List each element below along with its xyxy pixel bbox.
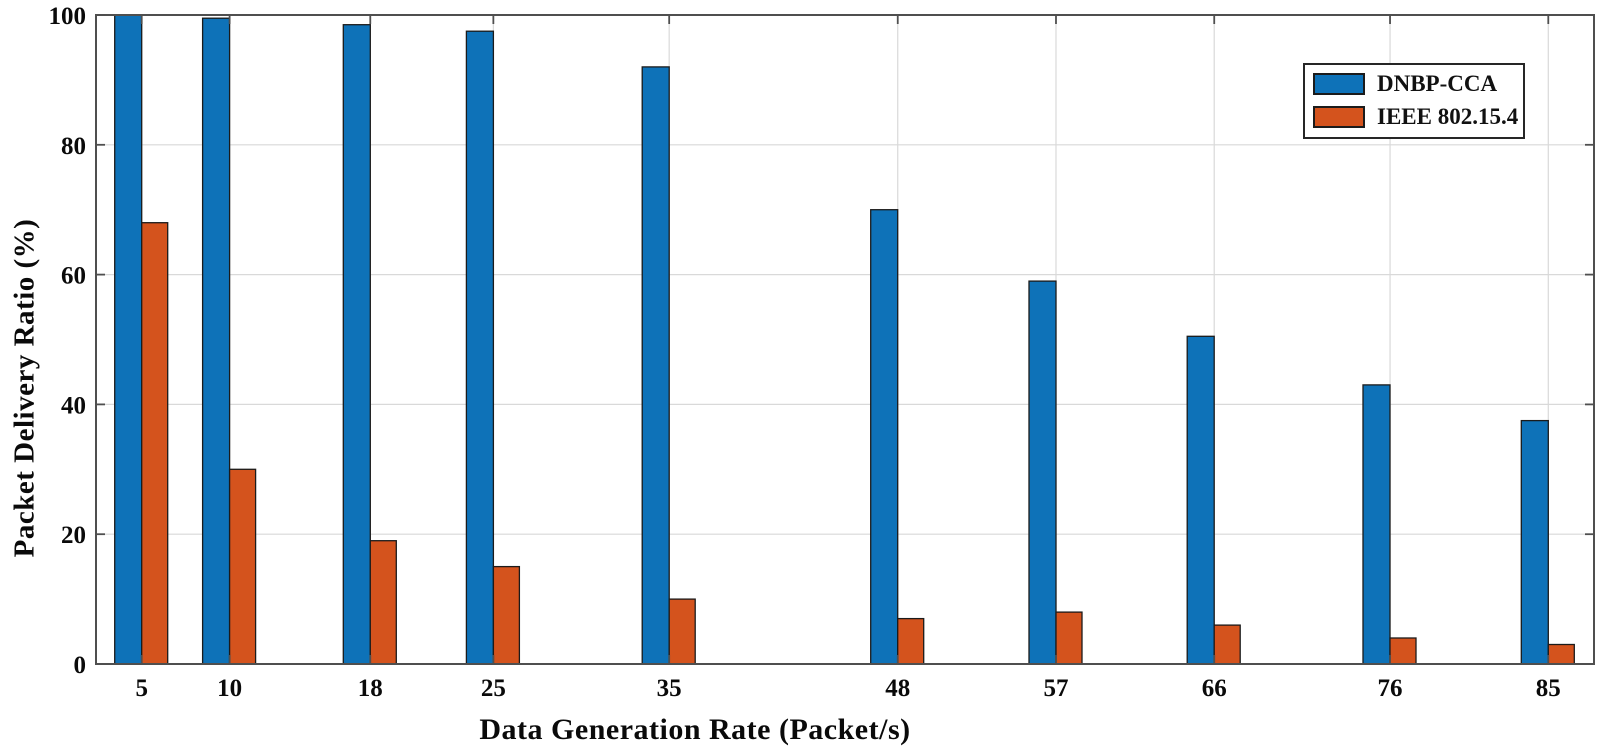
x-tick-label: 48 bbox=[885, 675, 910, 702]
bar-dnbp-cca-76 bbox=[1362, 384, 1391, 665]
bar-ieee-802-15-4-85 bbox=[1547, 643, 1575, 665]
x-tick-label: 10 bbox=[217, 675, 242, 702]
x-tick-label: 85 bbox=[1536, 675, 1561, 702]
x-tick-label: 25 bbox=[481, 675, 506, 702]
y-tick-label: 40 bbox=[61, 392, 86, 419]
bar-dnbp-cca-10 bbox=[201, 17, 231, 665]
legend-item-ieee-802-15-4: IEEE 802.15.4 bbox=[1313, 104, 1519, 130]
plot-frame bbox=[95, 14, 1595, 665]
y-tick-label: 100 bbox=[49, 3, 87, 30]
legend: DNBP-CCA IEEE 802.15.4 bbox=[1303, 63, 1525, 139]
x-tick-label: 66 bbox=[1202, 675, 1227, 702]
x-tick-label: 5 bbox=[135, 675, 148, 702]
bar-dnbp-cca-57 bbox=[1028, 280, 1057, 665]
legend-swatch-ieee-802-15-4-icon bbox=[1313, 106, 1365, 128]
bar-dnbp-cca-25 bbox=[465, 30, 495, 665]
y-tick-label: 0 bbox=[74, 652, 87, 679]
bar-ieee-802-15-4-18 bbox=[369, 540, 397, 665]
bar-dnbp-cca-18 bbox=[342, 24, 371, 665]
bar-ieee-802-15-4-10 bbox=[228, 468, 257, 665]
bar-dnbp-cca-5 bbox=[114, 14, 143, 665]
bar-dnbp-cca-85 bbox=[1520, 419, 1549, 665]
x-axis-label: Data Generation Rate (Packet/s) bbox=[479, 713, 911, 746]
y-tick-label: 80 bbox=[61, 133, 86, 160]
bar-ieee-802-15-4-57 bbox=[1055, 611, 1083, 665]
legend-label-ieee-802-15-4: IEEE 802.15.4 bbox=[1377, 104, 1519, 129]
bar-dnbp-cca-66 bbox=[1186, 335, 1215, 665]
x-tick-label: 57 bbox=[1043, 675, 1068, 702]
legend-label-dnbp-cca: DNBP-CCA bbox=[1377, 71, 1498, 96]
x-tick-label: 35 bbox=[657, 675, 682, 702]
bar-ieee-802-15-4-25 bbox=[492, 565, 521, 665]
bar-dnbp-cca-48 bbox=[870, 209, 899, 665]
bar-ieee-802-15-4-35 bbox=[668, 598, 696, 665]
bar-dnbp-cca-35 bbox=[641, 66, 670, 665]
bar-ieee-802-15-4-48 bbox=[897, 617, 925, 665]
bar-ieee-802-15-4-5 bbox=[141, 222, 169, 665]
bar-ieee-802-15-4-76 bbox=[1389, 637, 1417, 665]
y-tick-label: 20 bbox=[61, 522, 86, 549]
x-tick-label: 18 bbox=[358, 675, 383, 702]
y-tick-label: 60 bbox=[61, 263, 86, 290]
legend-item-dnbp-cca: DNBP-CCA bbox=[1313, 71, 1515, 97]
bar-ieee-802-15-4-66 bbox=[1213, 624, 1241, 665]
x-tick-label: 76 bbox=[1378, 675, 1403, 702]
y-axis-label: Packet Delivery Ratio (%) bbox=[8, 218, 41, 558]
legend-swatch-dnbp-cca-icon bbox=[1313, 73, 1365, 95]
